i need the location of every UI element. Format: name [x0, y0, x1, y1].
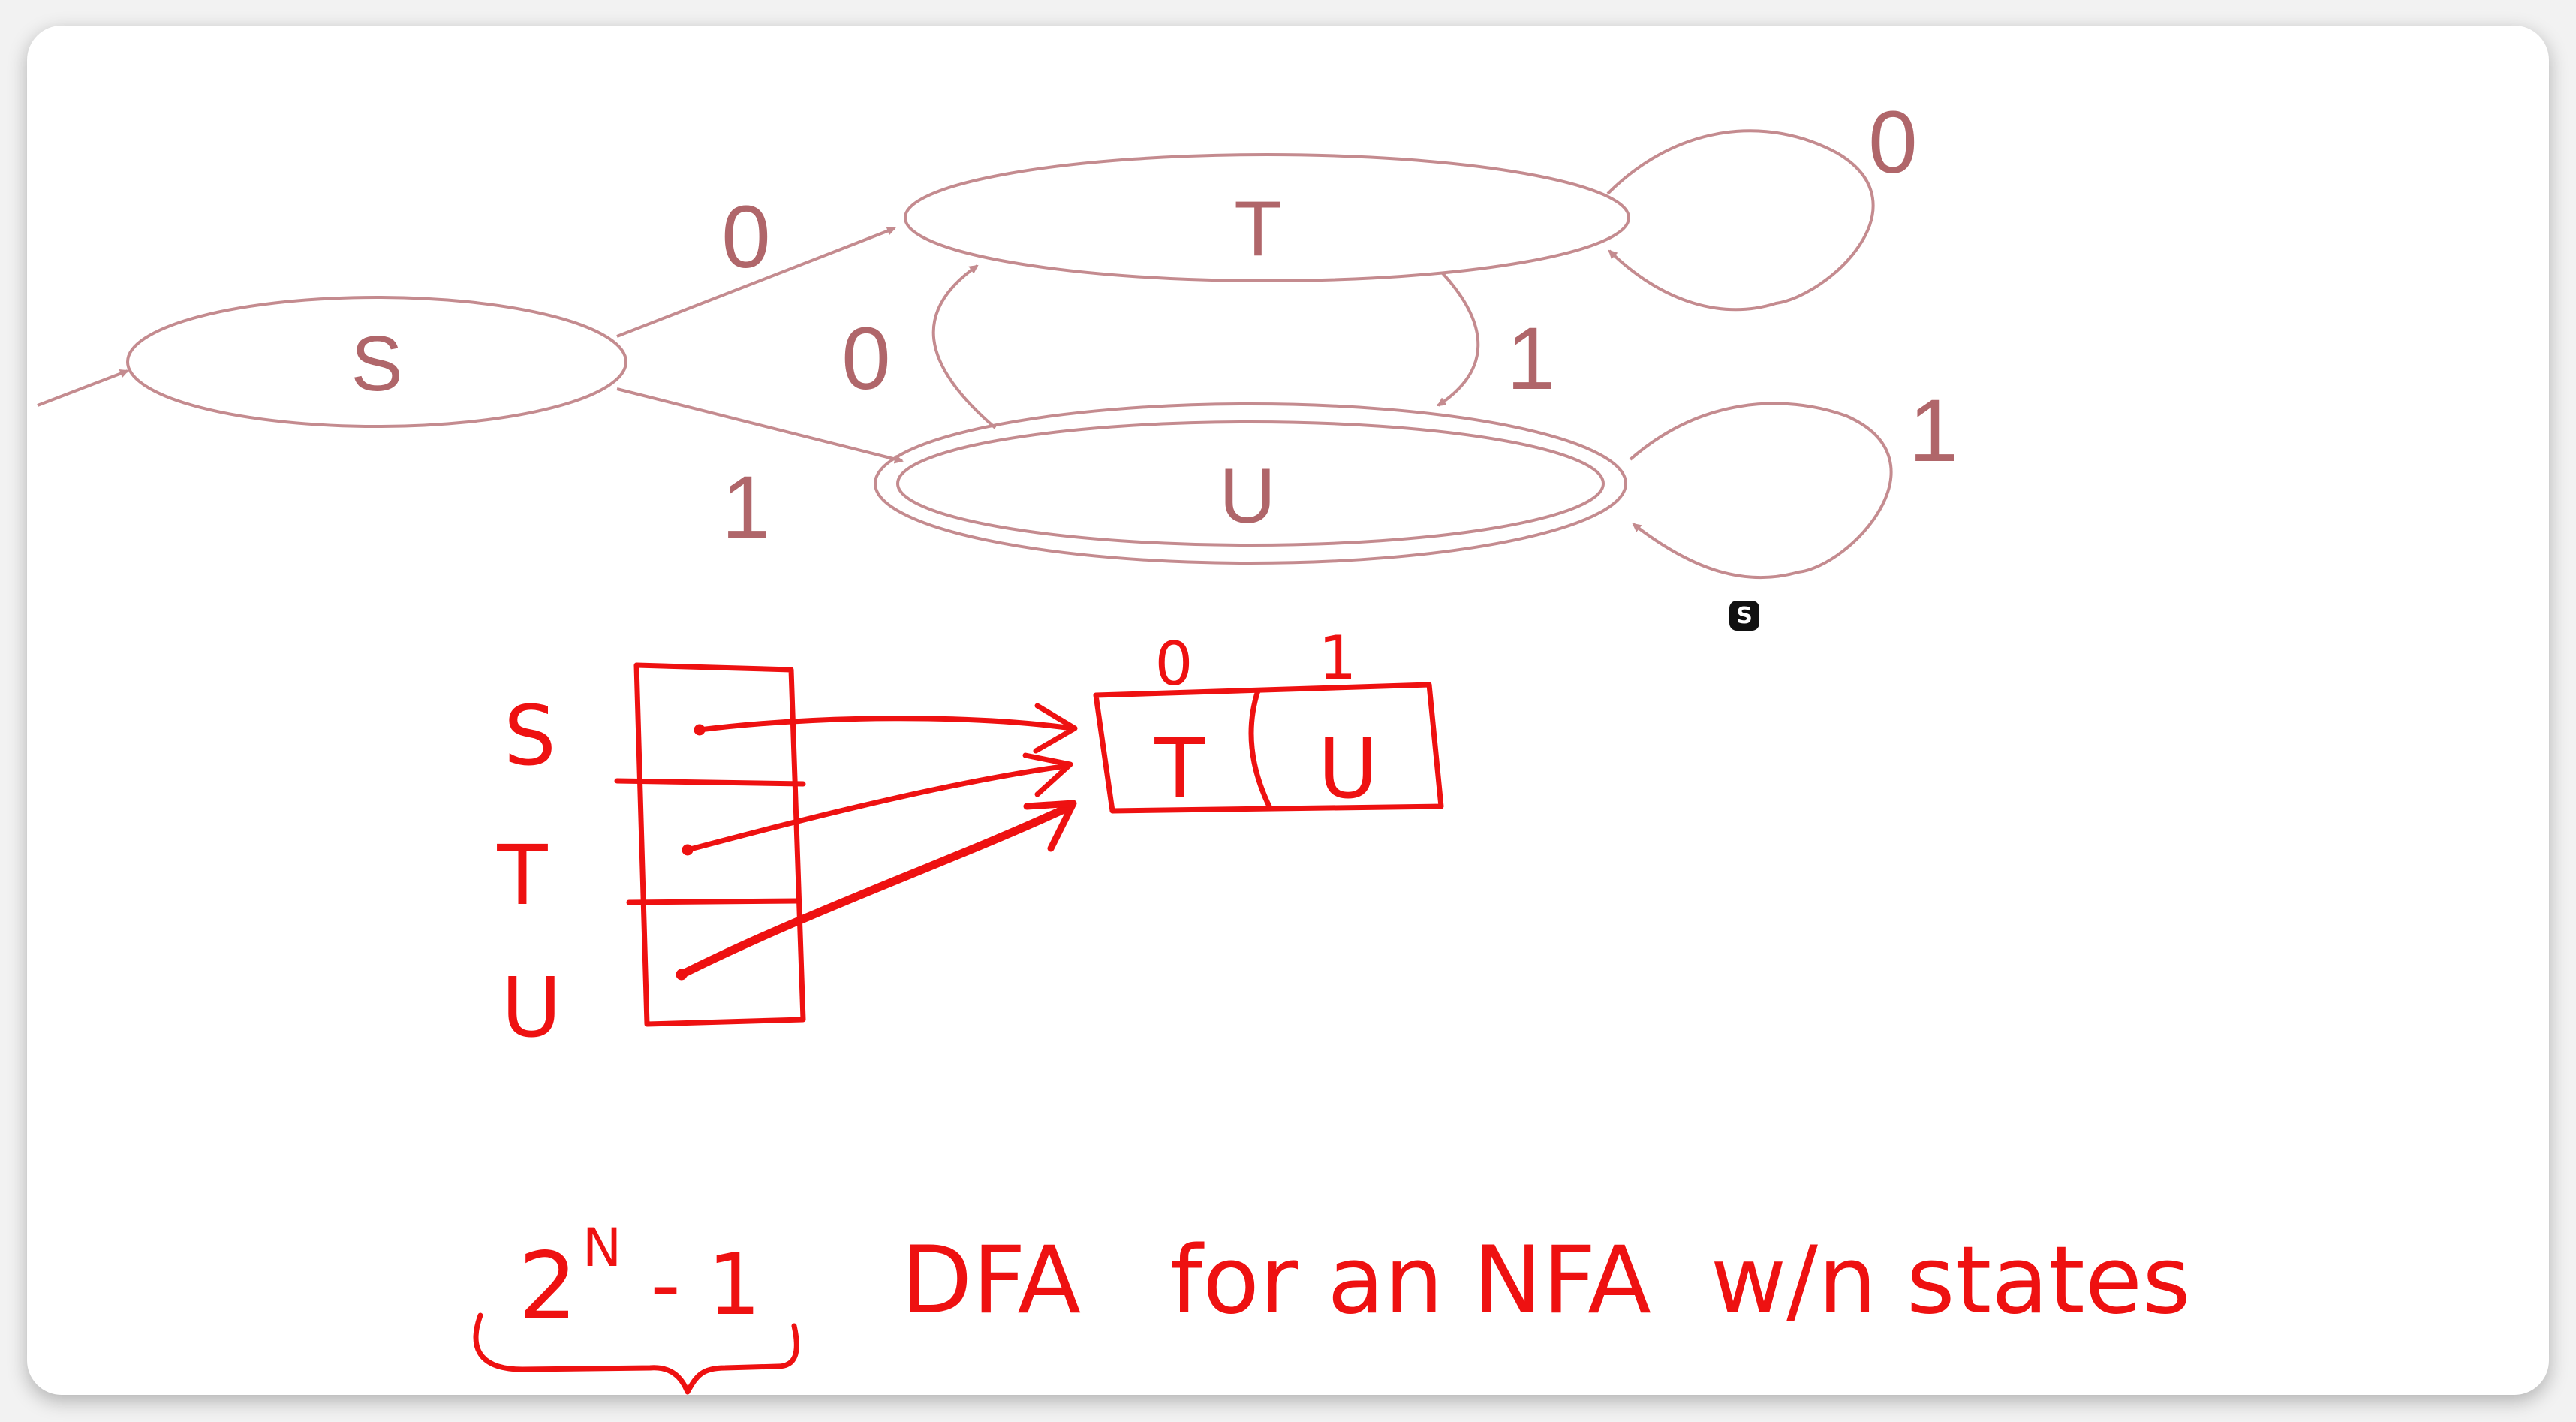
edge-s-t — [616, 227, 896, 338]
target-cell-divider — [1248, 688, 1273, 811]
pointer-array-divider-1 — [614, 778, 806, 787]
pointer-t-head — [1022, 752, 1073, 797]
speaker-logo-icon — [1729, 601, 1759, 631]
edge-t-u — [1437, 272, 1480, 407]
formula-brace — [473, 1312, 799, 1395]
pointer-t-dot — [682, 844, 694, 856]
start-arrow — [37, 369, 129, 407]
state-s-ellipse — [126, 296, 627, 428]
edge-u-loop-label: 1 — [1909, 381, 1958, 481]
state-machine — [37, 129, 1893, 580]
caption-text: DFA for an NFA w/n states — [901, 1227, 2191, 1335]
state-u-label: U — [1219, 453, 1275, 540]
handwriting — [473, 662, 1444, 1395]
formula-base: 2 — [519, 1233, 578, 1341]
state-t-label: T — [1234, 185, 1282, 273]
edge-u-t — [931, 264, 997, 429]
formula-tail: - 1 — [650, 1237, 760, 1334]
target-cell-box — [1093, 682, 1444, 814]
pointer-u — [677, 802, 1075, 979]
pointer-s — [697, 716, 1075, 733]
pointer-u-head — [1023, 800, 1077, 852]
pointer-u-dot — [676, 969, 688, 981]
slide-frame: S T U 0 1 0 1 0 1 S S T U 0 1 — [27, 26, 2549, 1395]
pointer-array-box — [633, 662, 806, 1027]
edge-s-u-label: 1 — [721, 458, 771, 557]
edge-s-u — [616, 387, 904, 464]
formula-exponent: N — [582, 1217, 621, 1279]
state-t-ellipse — [904, 153, 1630, 282]
column-header-1: 1 — [1319, 623, 1357, 693]
pointer-s-dot — [694, 724, 706, 736]
target-cell-t: T — [1154, 721, 1205, 817]
edge-u-t-label: 0 — [841, 309, 891, 408]
target-cell-u: U — [1318, 721, 1379, 817]
row-label-t: T — [496, 827, 548, 923]
edge-s-t-label: 0 — [721, 188, 771, 287]
edge-t-loop-label: 0 — [1868, 93, 1918, 192]
edge-t-loop — [1606, 129, 1875, 312]
pointer-t — [685, 763, 1070, 853]
column-header-0: 0 — [1155, 629, 1193, 699]
edge-t-u-label: 1 — [1506, 309, 1556, 408]
speaker-badge-text: S — [1736, 603, 1753, 629]
edge-u-loop — [1629, 402, 1893, 580]
row-label-s: S — [504, 688, 556, 784]
pointer-s-head — [1033, 703, 1078, 754]
row-label-u: U — [501, 960, 562, 1056]
speaker-badge: S — [1729, 601, 1759, 631]
nfa-diagram: S T U 0 1 0 1 0 1 S S T U 0 1 — [37, 93, 2191, 1395]
state-u-inner-ellipse — [896, 420, 1605, 547]
pointer-array-divider-2 — [626, 898, 802, 905]
state-u-outer-ellipse — [874, 402, 1627, 565]
state-s-label: S — [351, 321, 402, 408]
